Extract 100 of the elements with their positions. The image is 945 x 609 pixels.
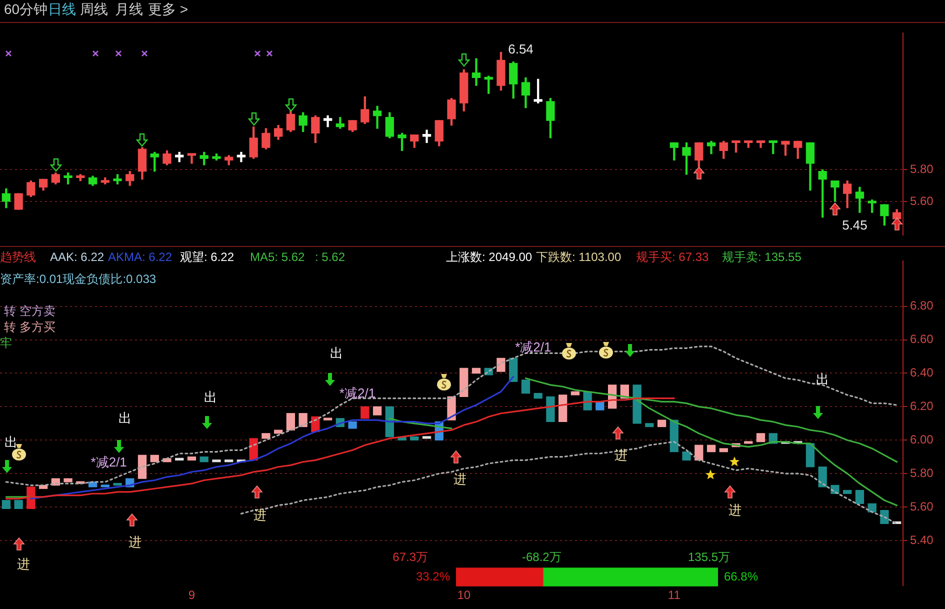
annotation: 67.3万	[392, 550, 428, 565]
bar	[496, 358, 506, 372]
bar	[855, 490, 864, 504]
bar	[212, 460, 221, 462]
bar	[818, 466, 827, 488]
bar	[534, 392, 542, 399]
x-tick-label: 10	[457, 588, 471, 602]
annotation: 转 多方买	[4, 320, 56, 335]
y-tick-label: 6.00	[910, 432, 934, 446]
annotation: 135.5万	[688, 550, 730, 565]
bar	[756, 433, 766, 442]
y-tick-label: 5.40	[910, 532, 934, 547]
bar	[657, 420, 666, 428]
bar	[14, 500, 23, 510]
annotation: -68.2万	[522, 550, 562, 565]
y-tick-label: 6.40	[910, 366, 934, 380]
y-tick-label: 5.80	[910, 466, 934, 480]
annotation: 出	[204, 389, 217, 404]
bar	[472, 368, 481, 374]
annotation: 出	[816, 372, 830, 387]
bar	[138, 454, 147, 479]
y-tick-label: 5.80	[910, 162, 934, 176]
annotation: 上涨数: 2049.00	[446, 250, 532, 265]
bar	[558, 394, 568, 422]
text: 60分钟	[4, 1, 48, 17]
bar	[719, 448, 728, 452]
bar	[262, 433, 270, 439]
bar	[682, 451, 691, 461]
data-label: 33.2%	[416, 569, 450, 584]
text: 更多 >	[148, 1, 188, 17]
bar	[323, 418, 332, 420]
annotation: 观望: 6.22	[180, 250, 234, 265]
annotation: AAK: 6.22	[50, 250, 104, 265]
annotation: 趋势线	[0, 250, 36, 265]
bar	[706, 444, 716, 452]
y-tick-label: 5.60	[910, 194, 934, 208]
bar	[187, 456, 196, 461]
annotation: : 5.62	[315, 250, 346, 265]
bar	[200, 456, 208, 462]
annotation: *减2/1	[339, 386, 376, 401]
candlestick	[422, 130, 432, 144]
bar	[113, 482, 122, 486]
text: 月线	[115, 1, 143, 17]
annotation: 进	[253, 507, 266, 522]
annotation: 6.54	[508, 42, 534, 57]
text: 周线	[80, 1, 108, 17]
annotation: 出	[4, 434, 18, 450]
candlestick	[472, 58, 481, 86]
annotation: *减2/1	[90, 454, 127, 470]
bar	[348, 421, 357, 429]
x-tick-label: 9	[188, 588, 196, 602]
data-label: 66.8%	[724, 569, 758, 584]
annotation: 牢	[0, 336, 12, 351]
bar	[64, 478, 72, 482]
annotation: *减2/1	[515, 340, 552, 355]
annotation: 进	[728, 502, 742, 518]
annotation: MA5: 5.62	[250, 250, 305, 265]
bar	[175, 458, 184, 461]
bar	[150, 454, 159, 462]
bar	[360, 406, 370, 419]
bar	[670, 420, 678, 452]
bar	[868, 503, 876, 512]
annotation: 出	[330, 346, 343, 361]
bar	[224, 460, 234, 462]
y-tick-label: 5.60	[910, 499, 934, 514]
y-tick-label: 6.20	[910, 398, 934, 413]
annotation: 进	[128, 534, 142, 550]
bar	[410, 436, 419, 440]
annotation: 进	[614, 448, 628, 463]
bar	[2, 500, 11, 510]
annotation: 规手卖: 135.55	[722, 250, 802, 265]
bar	[596, 401, 604, 410]
annotation: 出	[118, 410, 132, 426]
bar	[274, 430, 283, 434]
bar	[806, 443, 815, 468]
bar	[100, 484, 110, 488]
annotation: 5.45	[842, 218, 868, 233]
text: 日线	[48, 1, 76, 17]
bar	[694, 444, 704, 461]
x-tick-label: 11	[668, 588, 681, 602]
annotation: 进	[17, 556, 30, 572]
bar	[744, 441, 753, 444]
bar	[372, 406, 382, 416]
annotation: 转 空方卖	[4, 304, 56, 319]
bar	[298, 413, 308, 428]
annotation: AKMA: 6.22	[108, 250, 172, 265]
bar	[286, 413, 296, 430]
bar	[632, 384, 642, 424]
annotation: 规手买: 67.33	[636, 250, 709, 265]
bar	[460, 368, 468, 397]
bar	[521, 380, 530, 394]
bar	[509, 358, 518, 382]
bar	[645, 423, 654, 428]
annotation: 资产率:0.01现金负债比:0.033	[0, 272, 156, 287]
line-series	[240, 440, 898, 525]
y-tick-label: 6.80	[910, 298, 934, 313]
annotation: 进	[454, 471, 467, 486]
annotation: 下跌数: 1103.00	[536, 250, 622, 265]
bar	[843, 490, 852, 494]
bar	[546, 396, 555, 422]
